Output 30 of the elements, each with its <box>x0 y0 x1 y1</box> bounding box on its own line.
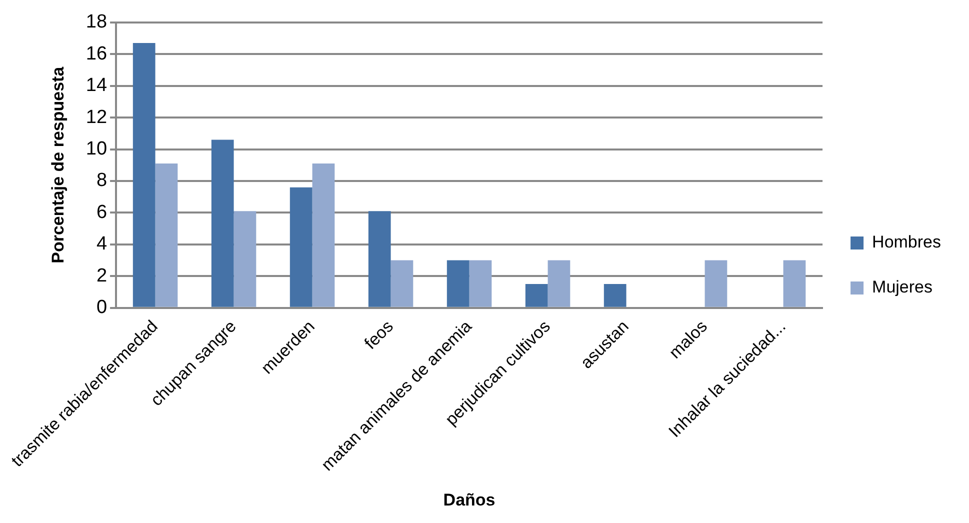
bar <box>704 260 728 307</box>
y-tick-label: 18 <box>86 12 108 33</box>
y-tick-label: 16 <box>86 43 108 64</box>
y-axis-title: Porcentaje de respuesta <box>48 66 68 264</box>
y-tick-label: 12 <box>86 106 108 128</box>
y-tick-label: 10 <box>86 138 108 160</box>
bar <box>548 260 570 307</box>
bar <box>390 260 414 307</box>
y-tick-label: 0 <box>96 297 108 318</box>
y-tick-label: 14 <box>86 75 108 96</box>
bar <box>234 211 256 307</box>
y-tick-label: 8 <box>96 170 108 192</box>
y-tick-label: 4 <box>96 234 108 255</box>
y-tick-label: 6 <box>96 202 108 223</box>
bar <box>290 187 312 307</box>
bar <box>525 284 548 307</box>
x-axis-title: Daños <box>443 490 496 510</box>
legend-label: Mujeres <box>872 278 933 297</box>
bar <box>211 140 234 307</box>
bar <box>155 164 178 307</box>
x-tick-label: feos <box>360 316 397 353</box>
bar <box>446 260 470 307</box>
bar <box>368 211 391 307</box>
bar <box>604 284 626 307</box>
bar <box>312 164 335 307</box>
bar <box>469 260 492 307</box>
bar <box>783 260 806 307</box>
y-tick-label: 2 <box>96 265 108 286</box>
bar <box>132 43 156 307</box>
legend-label: Hombres <box>872 232 942 252</box>
